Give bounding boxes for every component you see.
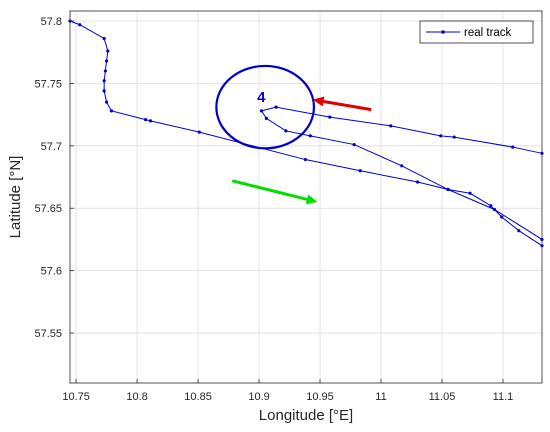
zone-circle — [215, 64, 316, 150]
x-axis-label: Longitude [°E] — [259, 407, 353, 424]
track-point — [328, 115, 332, 119]
y-tick-labels: 57.55 57.6 57.65 57.7 57.75 57.8 — [34, 16, 74, 340]
track-point — [308, 134, 312, 138]
track-point — [389, 124, 393, 128]
y-tick-label: 57.7 — [41, 141, 62, 153]
legend-box — [419, 20, 534, 44]
green-arrow-head — [305, 194, 318, 205]
x-tick-labels: 10.75 10.8 10.85 10.9 10.95 11 11.05 11.1 — [62, 379, 513, 403]
x-tick-label: 10.95 — [306, 391, 334, 403]
track-point — [102, 36, 106, 41]
green-arrow-shaft — [231, 179, 308, 201]
track-point — [104, 59, 109, 63]
track-point — [109, 109, 114, 113]
track-point — [415, 180, 420, 184]
red-arrow-shaft — [323, 100, 372, 112]
y-tick-label: 57.6 — [41, 266, 62, 278]
x-tick-label: 10.8 — [126, 391, 147, 403]
track-point — [303, 157, 307, 162]
track-point — [468, 191, 472, 195]
track-point — [489, 204, 493, 208]
x-tick-label: 11 — [375, 391, 386, 403]
legend: real track — [419, 20, 534, 44]
y-axis-label: Latitude [°N] — [7, 156, 24, 239]
track-point — [78, 23, 82, 27]
series-real-track — [68, 19, 544, 248]
x-tick-label: 10.85 — [184, 391, 212, 403]
track-point — [358, 169, 362, 173]
legend-label: real track — [464, 27, 512, 39]
track-point — [102, 79, 106, 83]
x-tick-label: 10.75 — [62, 391, 90, 403]
x-tick-label: 10.9 — [248, 391, 269, 403]
track-point — [274, 105, 278, 109]
track-point — [104, 100, 109, 104]
track-point — [259, 109, 264, 113]
track-point — [517, 229, 521, 233]
track-point — [106, 49, 110, 53]
plot-area — [70, 11, 542, 383]
track-point — [511, 145, 515, 149]
red-arrow-head — [312, 96, 325, 107]
track-point — [197, 130, 201, 134]
plot-frame — [69, 10, 543, 384]
track-point — [446, 187, 450, 192]
y-tick-label: 57.8 — [41, 16, 62, 28]
track-point — [148, 119, 153, 123]
track-point — [284, 129, 288, 133]
legend-marker — [441, 30, 445, 34]
track-point — [352, 142, 356, 147]
track-point — [264, 116, 268, 120]
y-tick-label: 57.75 — [34, 78, 62, 90]
track-point — [400, 164, 404, 168]
x-tick-label: 11.05 — [429, 391, 456, 403]
track-point — [452, 135, 456, 139]
track-point — [144, 118, 148, 122]
y-tick-label: 57.55 — [34, 328, 62, 340]
y-tick-label: 57.65 — [34, 203, 62, 215]
track-point — [102, 89, 106, 93]
track-point — [500, 215, 504, 219]
x-tick-label: 11.1 — [493, 391, 514, 403]
track-point — [103, 69, 107, 73]
annotations: 4 — [215, 64, 372, 205]
zone-label: 4 — [257, 89, 266, 106]
track-point — [439, 134, 443, 138]
